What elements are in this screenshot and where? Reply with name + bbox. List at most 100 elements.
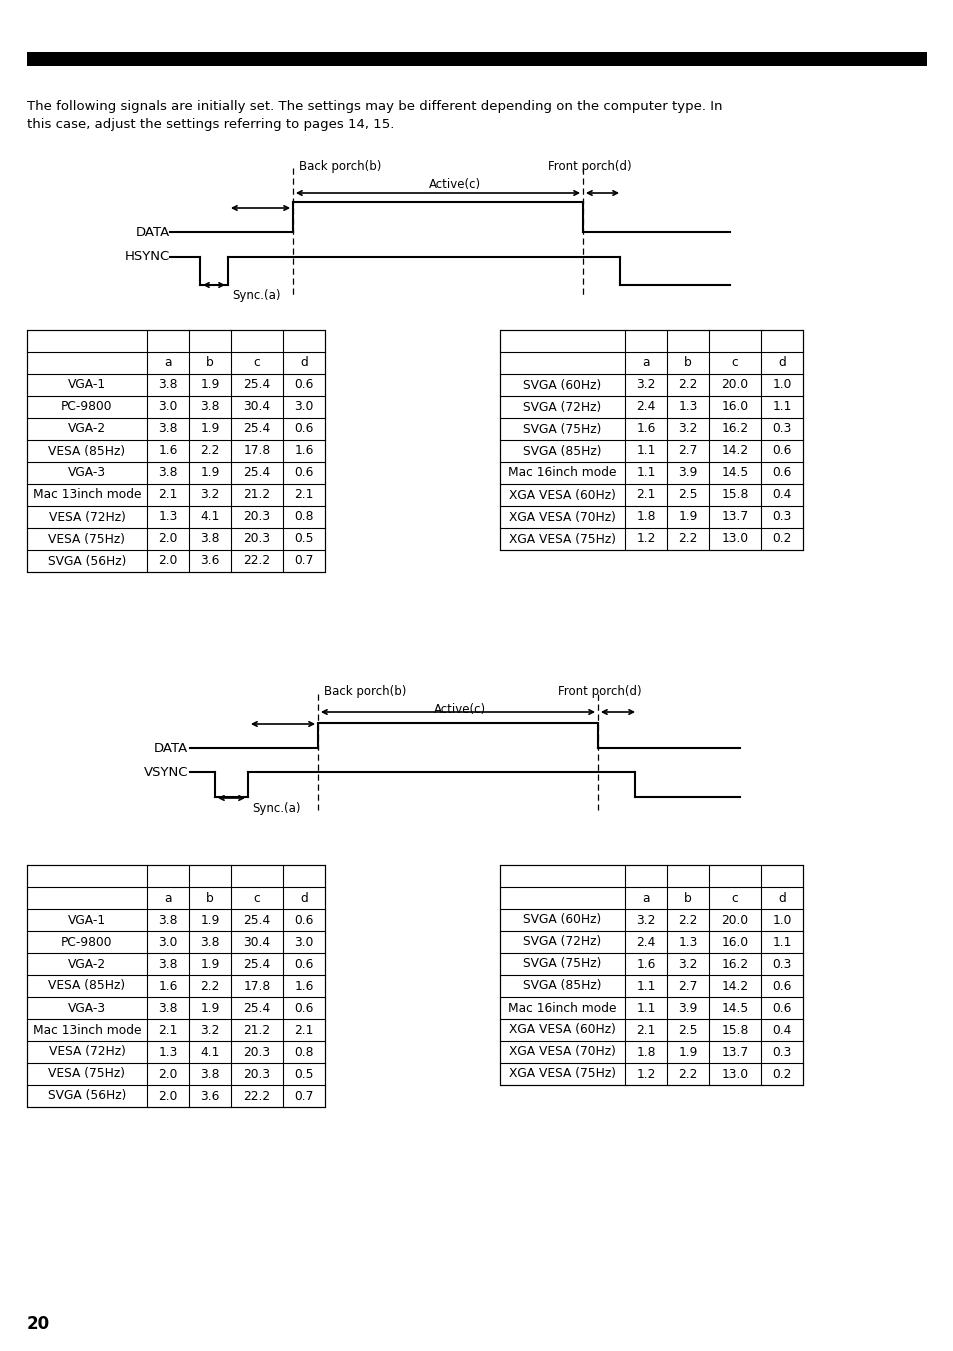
- Text: 22.2: 22.2: [243, 1089, 271, 1102]
- Text: Mac 16inch mode: Mac 16inch mode: [508, 1001, 616, 1015]
- Text: XGA VESA (60Hz): XGA VESA (60Hz): [509, 1024, 616, 1036]
- Text: XGA VESA (60Hz): XGA VESA (60Hz): [509, 489, 616, 501]
- Text: 2.2: 2.2: [200, 444, 219, 458]
- Text: 20.3: 20.3: [243, 1067, 271, 1081]
- Text: 1.6: 1.6: [158, 444, 177, 458]
- Text: 0.5: 0.5: [294, 532, 314, 546]
- Text: XGA VESA (75Hz): XGA VESA (75Hz): [509, 532, 616, 546]
- Text: 3.0: 3.0: [294, 400, 314, 413]
- Text: Front porch(d): Front porch(d): [548, 159, 631, 173]
- Text: 20.0: 20.0: [720, 913, 748, 927]
- Text: Mac 13inch mode: Mac 13inch mode: [32, 1024, 141, 1036]
- Text: c: c: [253, 357, 260, 370]
- Text: 0.8: 0.8: [294, 511, 314, 523]
- Text: 30.4: 30.4: [243, 400, 271, 413]
- Text: 2.1: 2.1: [158, 489, 177, 501]
- Text: 25.4: 25.4: [243, 913, 271, 927]
- Text: 25.4: 25.4: [243, 423, 271, 435]
- Text: 1.6: 1.6: [158, 979, 177, 993]
- Text: 1.6: 1.6: [294, 444, 314, 458]
- Bar: [27, 865, 325, 1106]
- Text: VGA-1: VGA-1: [68, 913, 106, 927]
- Text: 1.0: 1.0: [772, 378, 791, 392]
- Text: XGA VESA (70Hz): XGA VESA (70Hz): [509, 1046, 616, 1058]
- Text: 0.7: 0.7: [294, 554, 314, 567]
- Text: d: d: [300, 357, 308, 370]
- Text: HSYNC: HSYNC: [125, 250, 170, 263]
- Text: 3.2: 3.2: [636, 378, 655, 392]
- Text: c: c: [731, 892, 738, 905]
- Text: 4.1: 4.1: [200, 511, 219, 523]
- Text: c: c: [731, 357, 738, 370]
- Text: XGA VESA (75Hz): XGA VESA (75Hz): [509, 1067, 616, 1081]
- Text: 20: 20: [27, 1315, 51, 1333]
- Text: 0.5: 0.5: [294, 1067, 314, 1081]
- Text: 13.7: 13.7: [720, 511, 748, 523]
- Text: Sync.(a): Sync.(a): [232, 289, 280, 303]
- Text: 3.0: 3.0: [158, 400, 177, 413]
- Text: 25.4: 25.4: [243, 378, 271, 392]
- Text: 0.6: 0.6: [772, 466, 791, 480]
- Text: DATA: DATA: [135, 226, 170, 239]
- Text: 0.6: 0.6: [294, 378, 314, 392]
- Text: 3.2: 3.2: [200, 1024, 219, 1036]
- Text: SVGA (60Hz): SVGA (60Hz): [523, 913, 601, 927]
- Text: 3.8: 3.8: [158, 378, 177, 392]
- Bar: [499, 865, 802, 1085]
- Text: 3.6: 3.6: [200, 554, 219, 567]
- Text: 1.2: 1.2: [636, 1067, 655, 1081]
- Text: 1.3: 1.3: [678, 400, 697, 413]
- Text: 13.0: 13.0: [720, 532, 748, 546]
- Text: 0.4: 0.4: [772, 489, 791, 501]
- Text: 0.6: 0.6: [772, 1001, 791, 1015]
- Text: 0.6: 0.6: [294, 958, 314, 970]
- Text: 2.2: 2.2: [678, 1067, 697, 1081]
- Text: Front porch(d): Front porch(d): [558, 685, 641, 698]
- Text: 3.8: 3.8: [158, 913, 177, 927]
- Text: 0.6: 0.6: [294, 466, 314, 480]
- Text: 2.4: 2.4: [636, 935, 655, 948]
- Text: a: a: [164, 892, 172, 905]
- Text: Back porch(b): Back porch(b): [298, 159, 381, 173]
- Text: 0.6: 0.6: [294, 1001, 314, 1015]
- Text: 0.6: 0.6: [294, 423, 314, 435]
- Text: 3.9: 3.9: [678, 466, 697, 480]
- Text: 2.4: 2.4: [636, 400, 655, 413]
- Text: Active(c): Active(c): [429, 178, 480, 190]
- Text: 0.8: 0.8: [294, 1046, 314, 1058]
- Text: Sync.(a): Sync.(a): [252, 802, 300, 815]
- Text: 3.8: 3.8: [158, 1001, 177, 1015]
- Text: a: a: [641, 357, 649, 370]
- Text: 3.0: 3.0: [294, 935, 314, 948]
- Text: VGA-2: VGA-2: [68, 423, 106, 435]
- Text: VGA-1: VGA-1: [68, 378, 106, 392]
- Text: 2.2: 2.2: [200, 979, 219, 993]
- Text: 30.4: 30.4: [243, 935, 271, 948]
- Text: 2.1: 2.1: [636, 489, 655, 501]
- Text: 3.8: 3.8: [200, 532, 219, 546]
- Text: VGA-3: VGA-3: [68, 1001, 106, 1015]
- Text: VGA-3: VGA-3: [68, 466, 106, 480]
- Text: 1.1: 1.1: [772, 935, 791, 948]
- Text: a: a: [641, 892, 649, 905]
- Text: 2.0: 2.0: [158, 1089, 177, 1102]
- Text: 16.2: 16.2: [720, 958, 748, 970]
- Text: 25.4: 25.4: [243, 958, 271, 970]
- Text: 1.9: 1.9: [200, 958, 219, 970]
- Text: SVGA (56Hz): SVGA (56Hz): [48, 554, 126, 567]
- Text: 3.2: 3.2: [678, 958, 697, 970]
- Text: PC-9800: PC-9800: [61, 935, 112, 948]
- Text: 1.9: 1.9: [200, 423, 219, 435]
- Text: 1.1: 1.1: [636, 979, 655, 993]
- Text: 1.8: 1.8: [636, 1046, 655, 1058]
- Text: 1.9: 1.9: [200, 378, 219, 392]
- Text: 25.4: 25.4: [243, 466, 271, 480]
- Text: 0.2: 0.2: [772, 532, 791, 546]
- Text: b: b: [683, 892, 691, 905]
- Text: 3.9: 3.9: [678, 1001, 697, 1015]
- Text: 0.6: 0.6: [294, 913, 314, 927]
- Text: 14.2: 14.2: [720, 444, 748, 458]
- Text: 3.0: 3.0: [158, 935, 177, 948]
- Text: 1.6: 1.6: [294, 979, 314, 993]
- Text: SVGA (72Hz): SVGA (72Hz): [523, 935, 601, 948]
